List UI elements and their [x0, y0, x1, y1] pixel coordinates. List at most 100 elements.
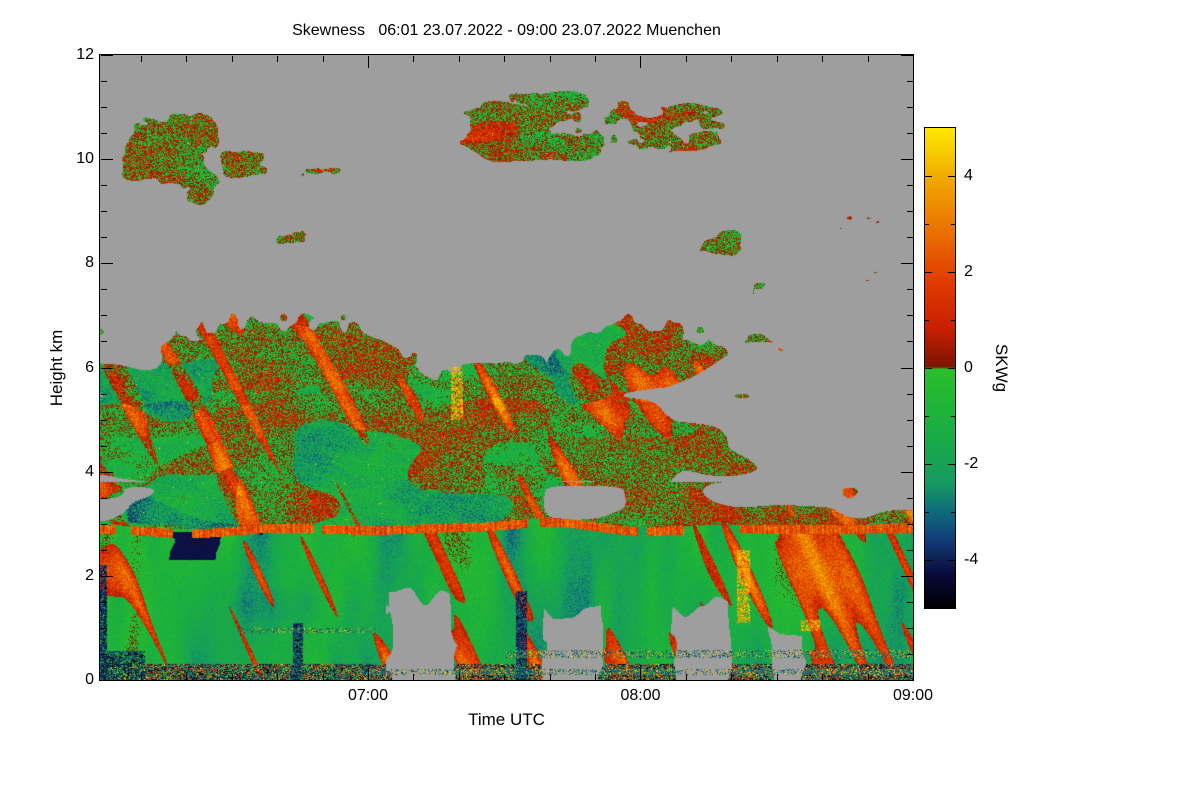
x-tick-label: 08:00 [620, 687, 661, 704]
colorbar-tick-label: 2 [964, 263, 973, 280]
y-tick-label: 0 [85, 671, 94, 688]
y-axis-tick [101, 602, 107, 603]
x-axis-tick [232, 674, 233, 680]
x-axis-tick [277, 674, 278, 680]
colorbar-tick-label: 4 [964, 167, 973, 184]
x-axis-tick [141, 56, 142, 62]
x-axis-tick [323, 674, 324, 680]
x-axis-tick [550, 674, 551, 680]
y-axis-tick [907, 394, 913, 395]
x-axis-tick [822, 674, 823, 680]
y-axis-tick [101, 133, 107, 134]
x-tick-label: 07:00 [347, 687, 388, 704]
y-axis-tick [101, 315, 107, 316]
y-axis-tick [907, 289, 913, 290]
y-axis-tick [101, 654, 107, 655]
heatmap-canvas [100, 55, 913, 680]
colorbar-tick [925, 368, 932, 369]
x-axis-tick [595, 56, 596, 62]
y-axis-tick [101, 263, 113, 264]
y-axis-tick [901, 368, 913, 369]
x-axis-tick [640, 56, 641, 68]
y-tick-label: 2 [85, 566, 94, 584]
x-axis-tick [368, 668, 369, 680]
colorbar-minor-tick [925, 320, 929, 321]
y-axis-tick [901, 159, 913, 160]
y-axis-tick [101, 107, 107, 108]
y-axis-tick [907, 498, 913, 499]
x-axis-tick [186, 56, 187, 62]
x-axis-tick [777, 674, 778, 680]
y-axis-tick [907, 315, 913, 316]
colorbar-tick-label: 0 [964, 359, 973, 376]
y-axis-tick [101, 628, 107, 629]
colorbar-tick [948, 368, 955, 369]
y-tick-label: 8 [85, 254, 94, 272]
y-axis-tick [907, 602, 913, 603]
x-axis-tick [459, 56, 460, 62]
y-axis-tick [101, 55, 113, 56]
y-axis-tick [901, 472, 913, 473]
colorbar-minor-tick [951, 416, 955, 417]
x-axis-tick [459, 674, 460, 680]
y-axis-tick [101, 420, 107, 421]
y-axis-tick [907, 524, 913, 525]
x-axis-tick [323, 56, 324, 62]
y-axis-tick [907, 654, 913, 655]
colorbar-minor-tick [951, 320, 955, 321]
x-axis-tick [413, 56, 414, 62]
y-axis-tick [901, 680, 913, 681]
x-axis-tick [504, 674, 505, 680]
x-axis-tick [686, 674, 687, 680]
y-axis-tick [907, 341, 913, 342]
y-axis-tick [901, 576, 913, 577]
x-axis-tick [186, 674, 187, 680]
y-axis-tick [101, 289, 107, 290]
colorbar-minor-tick [951, 224, 955, 225]
y-axis-tick [101, 211, 107, 212]
x-axis-tick [868, 56, 869, 62]
y-tick-label: 10 [76, 150, 94, 168]
x-axis-tick [504, 56, 505, 62]
x-axis-tick [368, 56, 369, 68]
y-axis-tick [101, 81, 107, 82]
y-axis-tick [101, 341, 107, 342]
colorbar-minor-tick [925, 224, 929, 225]
x-axis-tick [277, 56, 278, 62]
x-axis-tick [777, 56, 778, 62]
y-axis-tick [101, 446, 107, 447]
colorbar-minor-tick [925, 416, 929, 417]
y-axis-tick [101, 576, 113, 577]
y-axis-tick [907, 446, 913, 447]
y-axis-tick [101, 368, 113, 369]
colorbar-minor-tick [951, 512, 955, 513]
x-axis-tick [141, 674, 142, 680]
y-axis-tick [907, 211, 913, 212]
colorbar-tick-label: -2 [964, 455, 979, 472]
x-axis-label: Time UTC [468, 710, 545, 729]
colorbar-tick-label: -4 [964, 551, 979, 568]
y-axis-tick [907, 185, 913, 186]
x-axis-tick [822, 56, 823, 62]
y-axis-tick [101, 680, 113, 681]
x-axis-tick [595, 674, 596, 680]
y-axis-tick [907, 133, 913, 134]
y-axis-tick [907, 550, 913, 551]
colorbar-minor-tick [925, 512, 929, 513]
x-axis-tick [913, 668, 914, 680]
x-axis-tick [913, 56, 914, 68]
colorbar-tick [925, 176, 932, 177]
x-axis-tick [686, 56, 687, 62]
y-axis-tick [101, 159, 113, 160]
y-axis-tick [907, 237, 913, 238]
colorbar-tick [948, 560, 955, 561]
y-axis-tick [907, 628, 913, 629]
colorbar-tick [925, 272, 932, 273]
x-axis-tick [640, 668, 641, 680]
y-axis-tick [907, 81, 913, 82]
x-axis-tick [731, 674, 732, 680]
chart-title: Skewness 06:01 23.07.2022 - 09:00 23.07.… [292, 22, 721, 39]
y-axis-tick [907, 420, 913, 421]
colorbar-tick [925, 560, 932, 561]
